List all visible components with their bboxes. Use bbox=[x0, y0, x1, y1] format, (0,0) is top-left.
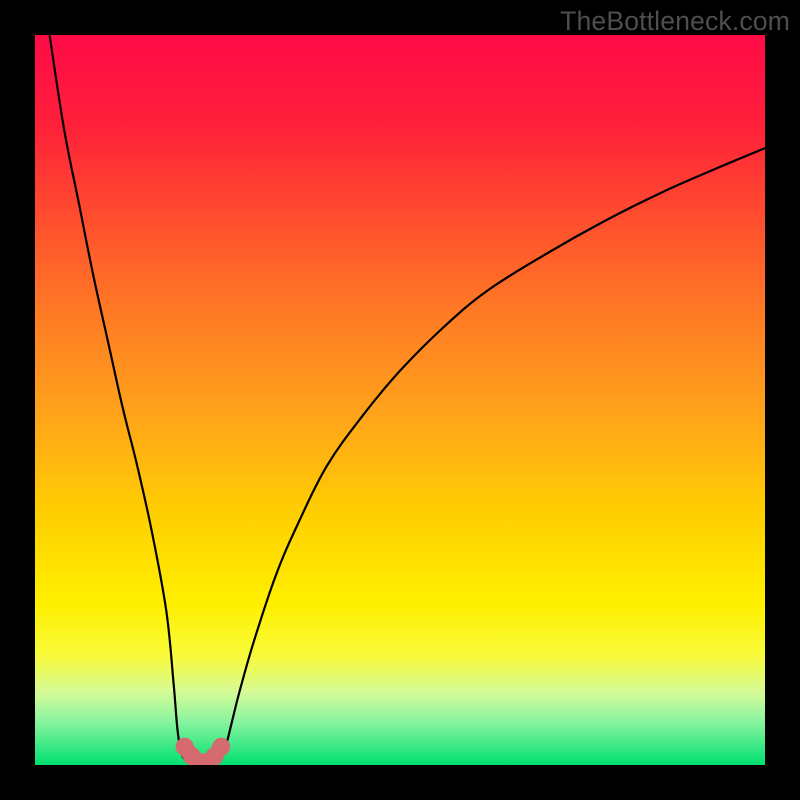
chart-background bbox=[35, 35, 765, 765]
bottleneck-chart bbox=[35, 35, 765, 765]
chart-panel bbox=[35, 35, 765, 765]
watermark-text: TheBottleneck.com bbox=[560, 6, 790, 37]
stage: TheBottleneck.com bbox=[0, 0, 800, 800]
marker-point bbox=[212, 738, 230, 756]
